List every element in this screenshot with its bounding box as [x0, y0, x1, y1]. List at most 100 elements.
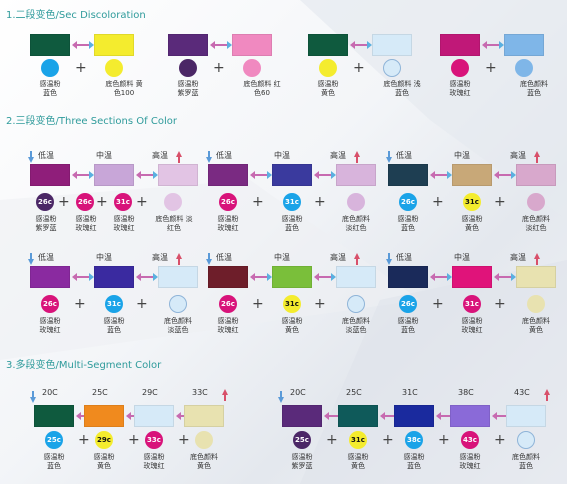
caption-thermo-powder: 感温粉 紫罗蓝 [35, 215, 57, 232]
caption-thermo-powder: 感温粉 蓝色 [103, 317, 125, 334]
swatch-stage [84, 405, 124, 427]
plus-icon: + [494, 432, 506, 448]
thermo-powder-dot: 31c [349, 431, 367, 449]
temp-label: 38C [458, 388, 474, 397]
temp-up-arrow-icon [534, 148, 540, 163]
temp-down-arrow-icon [30, 388, 36, 403]
swatch-stage [338, 405, 378, 427]
swatch-base [168, 34, 208, 56]
thermo-powder-dot: 31c [463, 295, 481, 313]
plus-icon: + [136, 194, 148, 210]
swatch-stage [394, 405, 434, 427]
plus-icon: + [74, 296, 86, 312]
temp-label: 31C [402, 388, 418, 397]
section2-title: 2.三段变色/Three Sections Of Color [6, 116, 177, 127]
base-pigment-dot [527, 193, 545, 211]
thermo-powder-dot: 31c [283, 295, 301, 313]
swatch-mid [452, 164, 492, 186]
plus-icon: + [78, 432, 90, 448]
section1-title: 1.二段变色/Sec Discoloration [6, 10, 146, 21]
caption-base-pigment: 底色颜料 黄色 [522, 317, 550, 334]
swatch-stage [184, 405, 224, 427]
temp-label-high: 高温 [152, 151, 168, 160]
temp-label-mid: 中温 [454, 253, 470, 262]
arrow-icon [350, 40, 372, 50]
base-pigment-dot [195, 431, 213, 449]
thermo-powder-dot: 31c [283, 193, 301, 211]
temp-label-high: 高温 [330, 253, 346, 262]
temp-label-high: 高温 [510, 253, 526, 262]
temp-label: 20C [42, 388, 58, 397]
temp-label-high: 高温 [510, 151, 526, 160]
arrow-icon [430, 272, 452, 282]
arrow-icon [314, 170, 336, 180]
thermo-powder-dot: 26c [41, 295, 59, 313]
base-pigment-dot [347, 193, 365, 211]
swatch-high [158, 266, 198, 288]
plus-icon: + [432, 296, 444, 312]
swatch-stage [506, 405, 546, 427]
temp-label-low: 低温 [38, 253, 54, 262]
plus-icon: + [58, 194, 70, 210]
arrow-icon [136, 170, 158, 180]
thermo-powder-dot: 26c [399, 193, 417, 211]
swatch-mid [272, 164, 312, 186]
temp-label-mid: 中温 [96, 253, 112, 262]
thermo-powder-dot: 26c [399, 295, 417, 313]
caption-base-pigment: 底色颜料 淡 红色 [155, 215, 193, 232]
swatch-high [336, 164, 376, 186]
temp-label-low: 低温 [216, 253, 232, 262]
caption-thermo-powder: 感温粉 黄色 [93, 453, 115, 470]
temp-down-arrow-icon [206, 148, 212, 163]
swatch-target [372, 34, 412, 56]
swatch-mid [272, 266, 312, 288]
caption-thermo-powder: 感温粉 黄色 [317, 80, 339, 97]
base-pigment-dot [169, 295, 187, 313]
temp-down-arrow-icon [386, 250, 392, 265]
plus-icon: + [494, 296, 506, 312]
caption-thermo-powder: 感温粉 玫瑰红 [449, 80, 471, 97]
temp-up-arrow-icon [354, 250, 360, 265]
swatch-high [158, 164, 198, 186]
caption-thermo-powder: 感温粉 蓝色 [397, 215, 419, 232]
swatch-target [232, 34, 272, 56]
plus-icon: + [314, 296, 326, 312]
plus-icon: + [353, 60, 365, 76]
temp-up-arrow-icon [176, 250, 182, 265]
temp-down-arrow-icon [386, 148, 392, 163]
base-pigment-dot [527, 295, 545, 313]
caption-base-pigment: 底色颜料 蓝色 [512, 453, 540, 470]
thermo-powder-dot: 29c [95, 431, 113, 449]
caption-thermo-powder: 感温粉 黄色 [281, 317, 303, 334]
swatch-low [30, 266, 70, 288]
caption-thermo-powder: 感温粉 玫瑰红 [143, 453, 165, 470]
plus-icon: + [432, 194, 444, 210]
temp-label-high: 高温 [152, 253, 168, 262]
plus-icon: + [128, 432, 140, 448]
caption-base-pigment: 底色颜料 红 色60 [243, 80, 281, 97]
base-pigment-dot [164, 193, 182, 211]
temp-label-low: 低温 [38, 151, 54, 160]
caption-base-pigment: 底色颜料 淡红色 [522, 215, 550, 232]
arrow-icon [482, 40, 504, 50]
temp-down-arrow-icon [28, 148, 34, 163]
temp-label: 43C [514, 388, 530, 397]
swatch-target [94, 34, 134, 56]
thermo-powder-dot: 26c [219, 193, 237, 211]
caption-base-pigment: 底色颜料 浅 蓝色 [383, 80, 421, 97]
temp-label: 25C [92, 388, 108, 397]
base-pigment-dot [105, 59, 123, 77]
arrow-icon [136, 272, 158, 282]
temp-label: 20C [290, 388, 306, 397]
thermo-powder-dot: 31c [463, 193, 481, 211]
caption-base-pigment: 底色颜料 淡蓝色 [342, 317, 370, 334]
thermo-powder-dot: 26c [219, 295, 237, 313]
thermo-powder-dot: 43c [461, 431, 479, 449]
caption-thermo-powder: 感温粉 蓝色 [39, 80, 61, 97]
caption-thermo-powder: 感温粉 玫瑰红 [461, 317, 483, 334]
temp-label-high: 高温 [330, 151, 346, 160]
arrow-icon [72, 272, 94, 282]
swatch-high [516, 164, 556, 186]
temp-up-arrow-icon [544, 386, 550, 401]
plus-icon: + [326, 432, 338, 448]
